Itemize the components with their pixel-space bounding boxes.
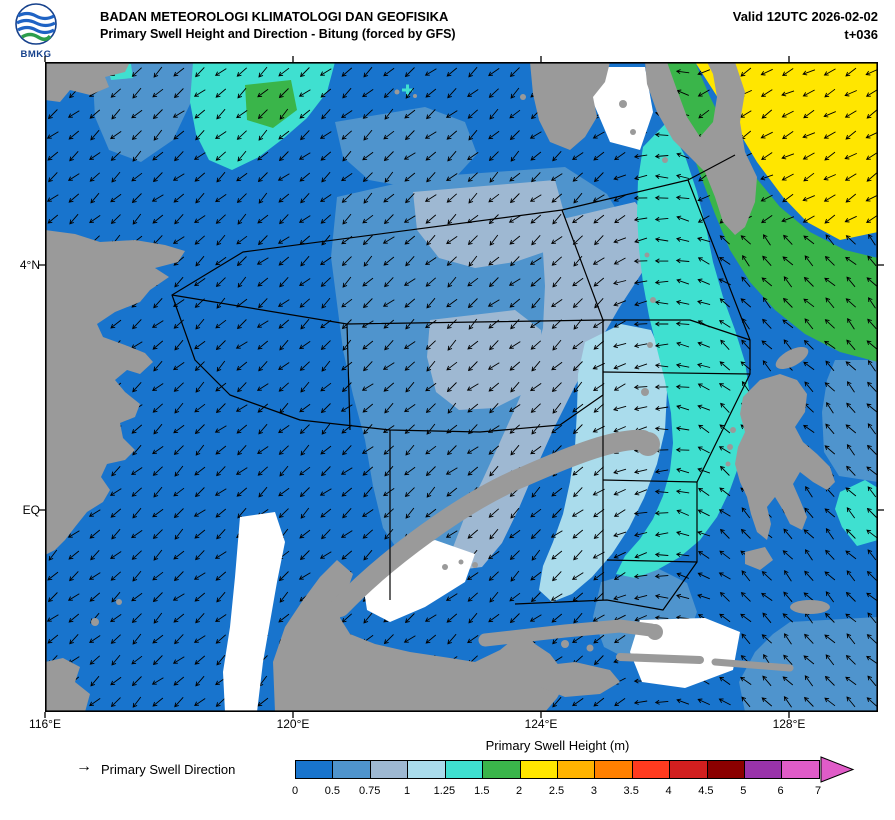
colorbar-segment <box>782 761 819 778</box>
land-masses <box>45 62 835 712</box>
map-frame <box>39 56 884 718</box>
colorbar-tick-label: 2 <box>516 785 523 797</box>
colorbar-tick-label: 4.5 <box>698 785 714 797</box>
colorbar-segment <box>745 761 783 778</box>
marker-cross-icon <box>402 84 413 96</box>
direction-legend-label: Primary Swell Direction <box>101 762 236 777</box>
colorbar-tick-label: 7 <box>814 785 822 797</box>
lon-axis-label: 128°E <box>772 717 806 731</box>
colorbar-segment <box>520 761 558 778</box>
colorbar-tick-label: 5 <box>740 785 747 797</box>
colorbar-tick-label: 0.75 <box>358 785 381 797</box>
colorbar-segment <box>707 761 746 778</box>
colorbar-tick-label: 1.25 <box>433 785 456 797</box>
agency-title: BADAN METEOROLOGI KLIMATOLOGI DAN GEOFIS… <box>100 9 449 24</box>
direction-arrow-icon: → <box>76 758 92 775</box>
product-title: Primary Swell Height and Direction - Bit… <box>100 27 456 41</box>
colorbar-tick-label: 3.5 <box>623 785 639 797</box>
valid-time: Valid 12UTC 2026-02-02 <box>732 9 878 24</box>
colorbar-segment <box>296 761 334 778</box>
colorbar-segment <box>445 761 484 778</box>
forecast-zone-boundaries <box>171 154 751 611</box>
lon-axis-label: 120°E <box>276 717 310 731</box>
lat-axis-label: 4°N <box>19 258 40 272</box>
axis-ticks <box>39 56 884 718</box>
colorbar-segment <box>483 761 521 778</box>
colorbar-segment <box>670 761 708 778</box>
colorbar-segment <box>557 761 596 778</box>
colorbar-tick-label: 0.5 <box>324 785 341 797</box>
map-canvas <box>39 56 884 718</box>
colorbar-tick-label: 2.5 <box>548 785 565 797</box>
colorbar-tick-label: 4 <box>665 785 672 797</box>
bmkg-logo: BMKG <box>12 2 60 60</box>
colorbar-tick-label: 1.5 <box>474 785 490 797</box>
bmkg-logo-text: BMKG <box>20 49 52 60</box>
colorbar-tick-label: 1 <box>404 785 411 797</box>
colorbar-tick-label: 3 <box>590 785 597 797</box>
colorbar-tick-label: 0 <box>291 785 299 797</box>
colorbar-segment <box>632 761 671 778</box>
colorbar-overflow-arrow-icon <box>820 756 855 783</box>
colorbar-segment <box>408 761 446 778</box>
bmkg-logo-icon <box>15 3 57 45</box>
colorbar-title: Primary Swell Height (m) <box>485 738 630 753</box>
colorbar-segment <box>333 761 371 778</box>
colorbar-tick-label: 6 <box>777 785 784 797</box>
map-border <box>45 62 879 713</box>
lat-axis-label: EQ <box>22 503 40 517</box>
colorbar <box>295 760 820 779</box>
lon-axis-label: 124°E <box>524 717 558 731</box>
lon-axis-label: 116°E <box>29 717 61 731</box>
forecast-step: t+036 <box>844 27 878 42</box>
colorbar-segment <box>370 761 409 778</box>
colorbar-tick-labels: 0 0.5 0.75 1 1.25 1.5 2 2.5 3 3.5 4 4.5 5 6 7 <box>291 785 825 799</box>
colorbar-segment <box>595 761 633 778</box>
